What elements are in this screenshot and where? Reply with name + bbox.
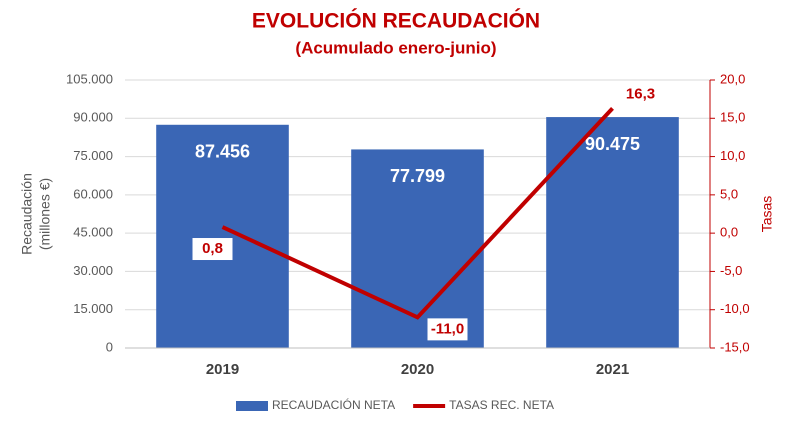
x-tick-label: 2020 xyxy=(401,361,434,378)
line-value-label: 0,8 xyxy=(202,240,223,257)
line-value-label: -11,0 xyxy=(431,320,464,337)
y-tick-label: 105.000 xyxy=(66,71,113,86)
legend-label: TASAS REC. NETA xyxy=(449,398,554,412)
y2-tick-label: -10,0 xyxy=(720,301,750,316)
y-axis-title: Recaudación xyxy=(19,173,35,255)
y-tick-label: 0 xyxy=(106,339,113,354)
label-box xyxy=(427,318,468,341)
legend-swatch xyxy=(236,401,268,411)
x-tick-label: 2021 xyxy=(596,361,629,378)
chart-subtitle: (Acumulado enero-junio) xyxy=(295,38,496,57)
y2-tick-label: -5,0 xyxy=(720,263,742,278)
y-tick-label: 75.000 xyxy=(73,148,113,163)
y2-tick-label: -15,0 xyxy=(720,339,750,354)
chart-title: EVOLUCIÓN RECAUDACIÓN xyxy=(252,9,540,33)
label-box xyxy=(620,83,661,106)
bar xyxy=(156,124,289,349)
y-tick-label: 45.000 xyxy=(73,225,113,240)
y2-axis-title: Tasas xyxy=(759,196,775,233)
line-value-label: 16,3 xyxy=(626,85,655,102)
x-tick-label: 2019 xyxy=(206,361,239,378)
y-tick-label: 60.000 xyxy=(73,186,113,201)
bar-value-label: 87.456 xyxy=(195,142,250,162)
y-axis-title: (millones €) xyxy=(37,178,53,250)
bar-value-label: 77.799 xyxy=(390,166,445,186)
y2-tick-label: 20,0 xyxy=(720,71,745,86)
y-tick-label: 90.000 xyxy=(73,110,113,125)
y-tick-label: 30.000 xyxy=(73,263,113,278)
label-box xyxy=(192,238,233,261)
y2-tick-label: 5,0 xyxy=(720,186,738,201)
y2-tick-label: 15,0 xyxy=(720,110,745,125)
y-tick-label: 15.000 xyxy=(73,301,113,316)
line xyxy=(221,106,614,320)
legend-label: RECAUDACIÓN NETA xyxy=(272,397,395,412)
y2-tick-label: 0,0 xyxy=(720,225,738,240)
y2-tick-label: 10,0 xyxy=(720,148,745,163)
bar-value-label: 90.475 xyxy=(585,134,640,154)
